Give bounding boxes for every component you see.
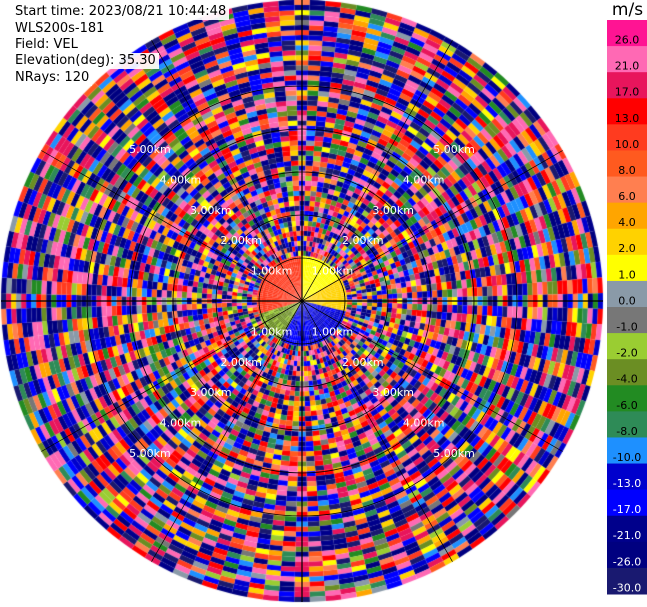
colorbar-swatch — [607, 176, 647, 204]
ring-label: 2.00km — [220, 234, 262, 247]
colorbar-tick-label: 4.0 — [618, 216, 636, 229]
ring-label: 5.00km — [433, 143, 475, 156]
colorbar-swatch — [607, 280, 647, 308]
colorbar-swatch — [607, 254, 647, 282]
ring-label: 5.00km — [433, 447, 475, 460]
colorbar-swatch — [607, 150, 647, 178]
ppi-overlay: 1.00km 1.00km 1.00km 1.00km 2.00km 2.00km 2.00… — [1, 0, 603, 602]
ring-label: 4.00km — [160, 173, 202, 186]
colorbar-swatch — [607, 411, 647, 438]
colorbar-swatch — [607, 98, 647, 125]
colorbar-swatch — [607, 124, 647, 151]
ring-label: 2.00km — [342, 356, 384, 369]
colorbar-tick-label: -4.0 — [616, 373, 637, 386]
ring-label: 2.00km — [220, 356, 262, 369]
colorbar-swatch — [607, 437, 647, 465]
colorbar-swatch — [607, 202, 647, 230]
colorbar-unit-label: m/s — [611, 0, 644, 20]
instrument-label: WLS200s-181 — [12, 21, 108, 37]
colorbar-tick-label: 10.0 — [615, 138, 640, 151]
colorbar-swatch — [607, 46, 647, 73]
colorbar-tick-label: -30.0 — [613, 581, 641, 594]
colorbar-swatch — [607, 307, 647, 334]
colorbar-swatch — [607, 567, 647, 595]
colorbar-swatch — [607, 228, 647, 256]
colorbar-swatch — [607, 515, 647, 543]
ring-label: 3.00km — [372, 204, 414, 217]
ring-label: 1.00km — [312, 325, 354, 338]
colorbar-tick-label: -17.0 — [613, 503, 641, 516]
colorbar-tick-label: 2.0 — [618, 242, 636, 255]
ring-label: 5.00km — [129, 143, 171, 156]
colorbar-tick-label: -26.0 — [613, 555, 641, 568]
colorbar-swatch — [607, 72, 647, 99]
colorbar-swatch — [607, 489, 647, 517]
ring-label: 4.00km — [160, 417, 202, 430]
colorbar-swatch — [607, 463, 647, 491]
ring-label: 2.00km — [342, 234, 384, 247]
colorbar-tick-label: -21.0 — [613, 529, 641, 542]
ring-label: 5.00km — [129, 447, 171, 460]
colorbar-tick-label: -2.0 — [616, 347, 637, 360]
ring-label: 3.00km — [190, 204, 232, 217]
colorbar-tick-label: 6.0 — [618, 190, 636, 203]
colorbar-swatch — [607, 333, 647, 360]
ring-label: 3.00km — [372, 386, 414, 399]
ring-label: 1.00km — [312, 265, 354, 278]
colorbar-tick-label: -8.0 — [616, 425, 637, 438]
colorbar-tick-label: -1.0 — [616, 320, 637, 333]
colorbar-tick-label: 17.0 — [615, 86, 640, 99]
colorbar-tick-label: 21.0 — [615, 60, 640, 73]
ring-label: 1.00km — [251, 265, 293, 278]
colorbar: 26.0 21.0 17.0 13.0 10.0 8.0 6.0 4.0 2.0 1.0 0.0 -1… — [607, 20, 647, 595]
colorbar-tick-label: 26.0 — [615, 33, 640, 46]
ring-label: 3.00km — [190, 386, 232, 399]
ring-label: 4.00km — [403, 417, 445, 430]
start-time-label: Start time: 2023/08/21 10:44:48 — [12, 4, 230, 20]
colorbar-tick-label: 0.0 — [618, 294, 636, 307]
colorbar-tick-label: -13.0 — [613, 477, 641, 490]
elevation-label: Elevation(deg): 35.30 — [12, 53, 159, 69]
colorbar-swatch — [607, 20, 647, 47]
nrays-label: NRays: 120 — [12, 70, 93, 86]
colorbar-tick-label: 1.0 — [618, 268, 636, 281]
colorbar-swatch — [607, 359, 647, 386]
colorbar-tick-label: -10.0 — [613, 451, 641, 464]
ring-label: 1.00km — [251, 325, 293, 338]
colorbar-swatch — [607, 385, 647, 412]
colorbar-tick-label: 13.0 — [615, 112, 640, 125]
field-label: Field: VEL — [12, 37, 81, 53]
colorbar-tick-label: -6.0 — [616, 399, 637, 412]
colorbar-swatch — [607, 541, 647, 569]
azimuth-line — [41, 150, 563, 452]
colorbar-tick-label: 8.0 — [618, 164, 636, 177]
ring-label: 4.00km — [403, 173, 445, 186]
